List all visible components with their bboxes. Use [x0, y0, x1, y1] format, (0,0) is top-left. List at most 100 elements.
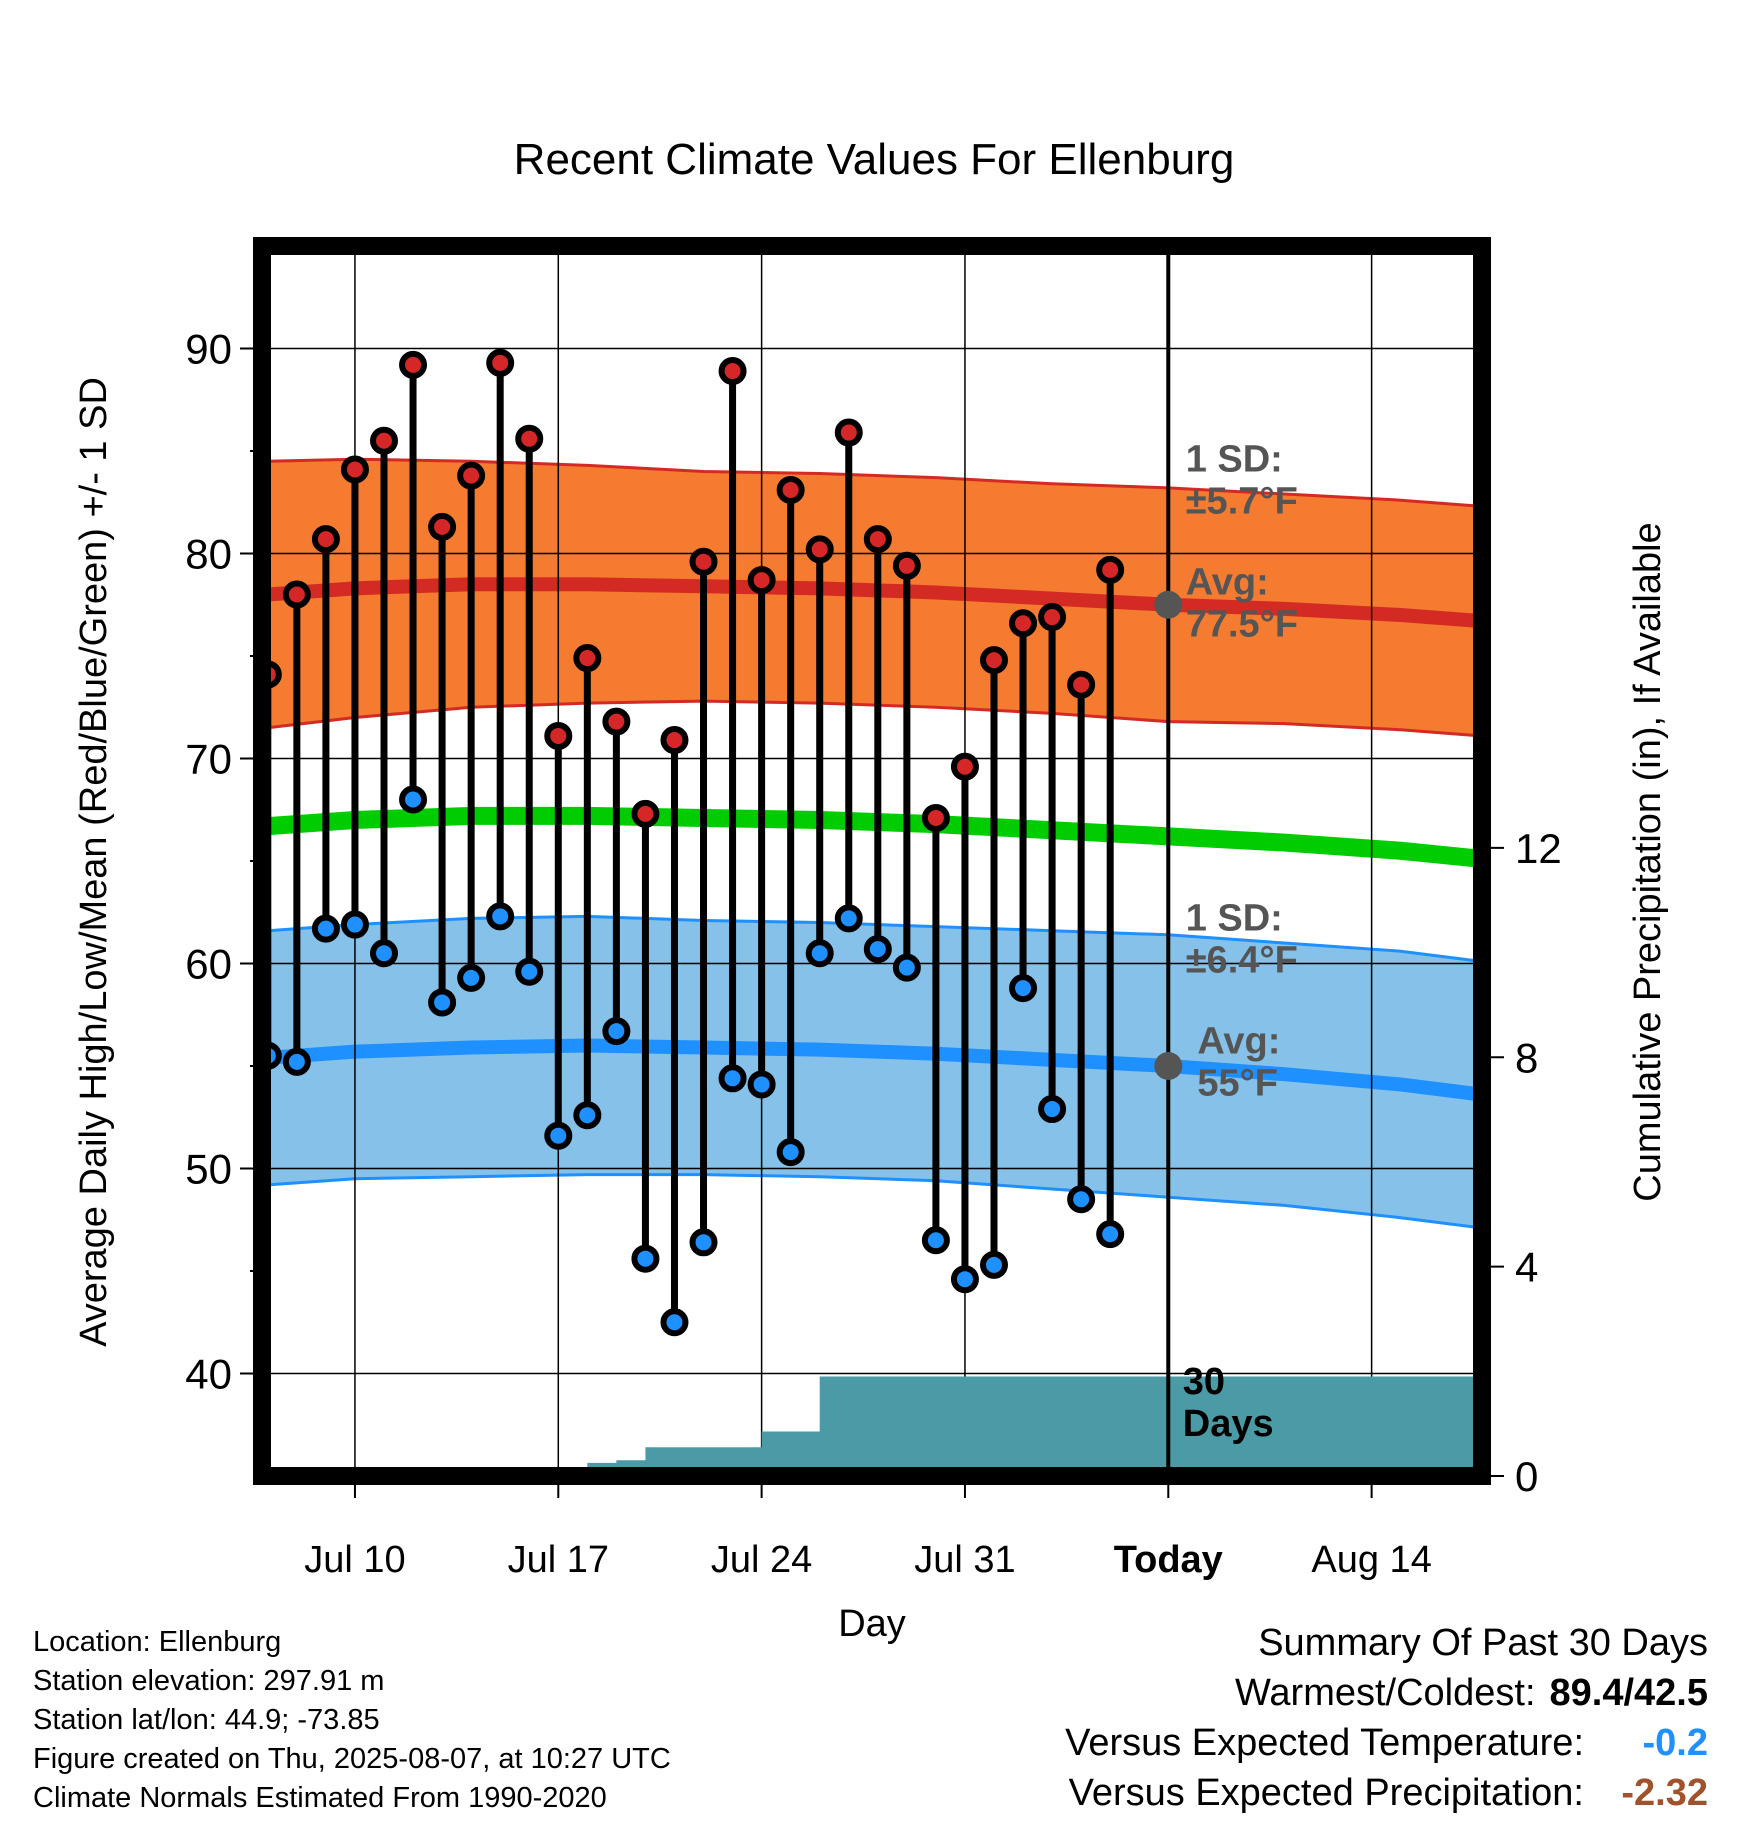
low-point	[805, 939, 834, 968]
y2-tick-label: 8	[1515, 1034, 1538, 1081]
high-point	[1096, 555, 1125, 584]
low-point	[689, 1228, 718, 1257]
y-tick-label: 70	[185, 736, 232, 783]
axes-layer: 40 50 60 70 80 90 0 4 8 12 Jul 10 Jul 17 Jul 24 Jul 3…	[185, 326, 1561, 1582]
precip-layer	[267, 1376, 1482, 1476]
warmest-coldest-value: 89.4/42.5	[1549, 1672, 1708, 1714]
low-point	[1096, 1220, 1125, 1249]
high-point	[718, 357, 747, 386]
precip-deviation-label: Versus Expected Precipitation:	[1068, 1772, 1584, 1814]
high-point	[515, 424, 544, 453]
high-point	[1009, 609, 1038, 638]
high-point	[863, 525, 892, 554]
x-tick-label: Jul 24	[711, 1539, 812, 1581]
annotation-line1: 30	[1183, 1361, 1225, 1403]
x-tick-label: Jul 10	[304, 1539, 405, 1581]
summary-temp-row: Versus Expected Temperature: -0.2	[1065, 1718, 1708, 1768]
low-sd-band	[267, 916, 1482, 1228]
high-point	[834, 418, 863, 447]
today-normal-marker	[1154, 1052, 1183, 1080]
annotation-line2: 55°F	[1197, 1063, 1278, 1105]
low-point	[863, 935, 892, 964]
high-point	[602, 707, 631, 736]
info-normals: Climate Normals Estimated From 1990-2020	[33, 1782, 607, 1814]
x-tick-label: Jul 17	[508, 1539, 609, 1581]
high-point	[370, 426, 398, 455]
annotation-line2: ±5.7°F	[1186, 481, 1298, 523]
low-point	[776, 1138, 805, 1167]
high-point	[486, 348, 515, 377]
info-latlon: Station lat/lon: 44.9; -73.85	[33, 1704, 380, 1736]
low-point	[602, 1017, 631, 1046]
low-point	[340, 910, 369, 939]
info-elevation: Station elevation: 297.91 m	[33, 1665, 385, 1697]
summary-precip-row: Versus Expected Precipitation: -2.32	[1065, 1768, 1708, 1818]
precip-deviation-value: -2.32	[1621, 1772, 1708, 1814]
y-tick-label: 50	[185, 1146, 232, 1193]
high-point	[892, 551, 921, 580]
high-point	[399, 350, 428, 379]
x-tick-label: Aug 14	[1311, 1539, 1431, 1581]
y2-tick-label: 0	[1515, 1453, 1538, 1500]
low-point	[457, 963, 486, 992]
annotation-line2: Days	[1183, 1403, 1274, 1445]
y-tick-label: 60	[185, 941, 232, 988]
y-tick-label: 80	[185, 531, 232, 578]
info-location: Location: Ellenburg	[33, 1626, 282, 1658]
annotation-line1: Avg:	[1186, 562, 1269, 604]
normals-layer	[267, 457, 1482, 1230]
high-point	[340, 455, 369, 484]
x-tick-label: Today	[1114, 1539, 1223, 1581]
annotation-line1: 1 SD:	[1186, 439, 1283, 481]
high-point	[747, 566, 776, 595]
low-sd-lower-edge	[267, 1173, 1482, 1230]
y-tick-label: 40	[185, 1351, 232, 1398]
temp-deviation-label: Versus Expected Temperature:	[1065, 1722, 1584, 1764]
low-point	[428, 988, 457, 1017]
high-sd-upper-edge	[267, 457, 1482, 508]
low-point	[921, 1226, 950, 1255]
chart-title: Recent Climate Values For Ellenburg	[514, 135, 1235, 184]
x-tick-label: Jul 31	[914, 1539, 1015, 1581]
low-point	[311, 914, 340, 943]
info-created: Figure created on Thu, 2025-08-07, at 10…	[33, 1743, 671, 1775]
x-axis-label: Day	[838, 1603, 906, 1645]
high-point	[282, 580, 311, 609]
low-point	[1009, 974, 1038, 1003]
high-point	[776, 475, 805, 504]
high-point	[1038, 603, 1067, 632]
low-point	[718, 1064, 747, 1093]
low-point	[631, 1244, 660, 1273]
high-point	[428, 512, 457, 541]
y2-tick-label: 4	[1515, 1244, 1538, 1291]
high-point	[980, 646, 1008, 675]
high-point	[573, 644, 602, 673]
low-point	[399, 785, 428, 814]
low-point	[486, 902, 515, 931]
low-normal-line	[267, 1038, 1482, 1102]
low-point	[515, 957, 544, 986]
high-point	[921, 803, 950, 832]
low-point	[370, 939, 398, 968]
low-point	[950, 1265, 979, 1294]
high-point	[950, 752, 979, 781]
station-info: Location: Ellenburg Station elevation: 2…	[33, 1623, 671, 1818]
low-point	[573, 1101, 602, 1130]
annotation-line1: 1 SD:	[1186, 898, 1283, 940]
today-normal-marker	[1154, 590, 1183, 619]
low-point	[1067, 1185, 1096, 1214]
low-point	[892, 953, 921, 982]
annotation-line2: ±6.4°F	[1186, 940, 1298, 982]
warmest-coldest-label: Warmest/Coldest:	[1234, 1672, 1536, 1714]
y-axis-label: Average Daily High/Low/Mean (Red/Blue/Gr…	[73, 377, 115, 1347]
y2-tick-label: 12	[1515, 825, 1562, 872]
high-point	[544, 721, 573, 750]
high-point	[660, 726, 689, 755]
high-point	[311, 525, 340, 554]
low-point	[282, 1047, 311, 1076]
low-point	[980, 1250, 1008, 1279]
high-point	[457, 461, 486, 490]
high-point	[1067, 670, 1096, 699]
